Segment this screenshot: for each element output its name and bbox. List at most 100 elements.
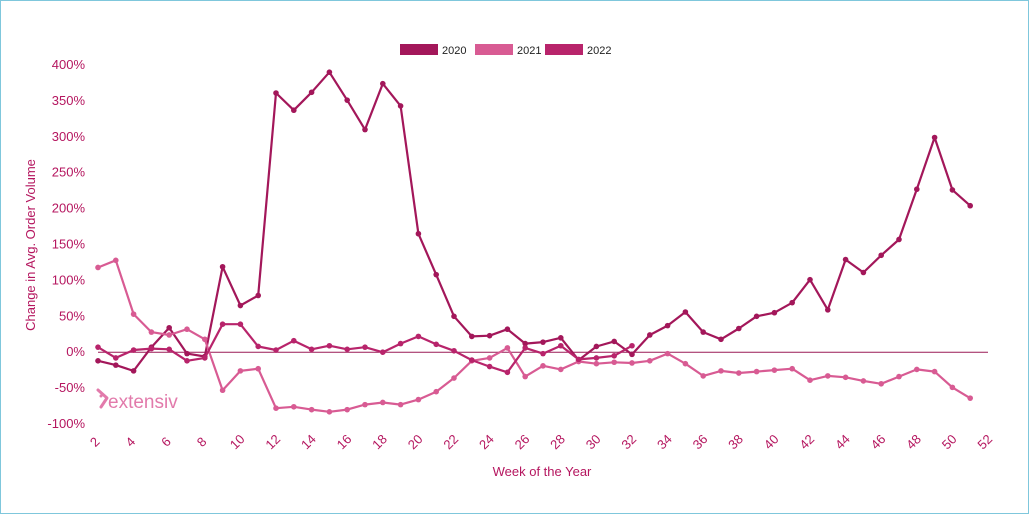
data-point-2020 — [344, 97, 351, 103]
x-tick-label: 26 — [512, 431, 533, 452]
x-axis: 2 4 6 8 10 12 14 16 18 20 22 24 26 28 30 32 34 36 38 40 42 44… — [87, 431, 995, 452]
data-point-2022 — [166, 346, 172, 353]
y-axis: 400% 350% 300% 250% 200% 150% 100% 50% 0% -50% -10… — [47, 57, 85, 431]
legend-item-2020[interactable]: 2020 — [400, 44, 466, 57]
data-point-2021 — [718, 368, 724, 374]
data-point-2021 — [629, 360, 635, 366]
data-point-2021 — [344, 406, 351, 413]
x-tick-label: 22 — [440, 431, 461, 452]
x-tick-label: 2 — [87, 434, 103, 450]
data-point-2020 — [718, 336, 724, 343]
data-point-2020 — [807, 276, 813, 283]
y-axis-title: Change in Avg. Order Volume — [23, 159, 38, 331]
data-point-2021 — [397, 401, 404, 408]
data-point-2022 — [219, 321, 226, 327]
data-point-2020 — [878, 252, 884, 259]
x-tick-label: 36 — [690, 431, 711, 452]
data-point-2022 — [469, 357, 475, 363]
data-point-2021 — [753, 368, 760, 375]
data-point-2021 — [486, 355, 493, 361]
series-2021 — [95, 257, 973, 415]
x-tick-label: 14 — [298, 431, 319, 452]
data-point-2020 — [647, 332, 653, 338]
data-point-2021 — [878, 380, 884, 387]
data-point-2021 — [967, 395, 973, 401]
data-point-2021 — [611, 359, 617, 366]
legend-item-2022[interactable]: 2022 — [545, 44, 611, 57]
data-point-2021 — [291, 403, 297, 410]
data-point-2021 — [700, 373, 706, 379]
data-point-2021 — [914, 366, 920, 373]
data-point-2021 — [825, 373, 831, 379]
data-point-2022 — [433, 341, 440, 348]
x-tick-label: 42 — [796, 431, 817, 452]
data-point-2021 — [308, 406, 315, 413]
data-point-2021 — [593, 360, 600, 367]
data-point-2020 — [291, 107, 297, 114]
data-point-2020 — [593, 343, 600, 350]
data-point-2021 — [682, 360, 689, 367]
data-point-2020 — [486, 332, 493, 339]
data-point-2022 — [237, 321, 244, 327]
y-tick-label: -100% — [47, 416, 85, 431]
data-point-2021 — [504, 345, 511, 351]
x-tick-label: 8 — [194, 434, 210, 450]
data-point-2021 — [789, 365, 795, 372]
legend: 2020 2021 2022 — [400, 44, 611, 57]
x-tick-label: 10 — [227, 431, 248, 452]
data-point-2022 — [575, 356, 582, 363]
data-point-2020 — [967, 202, 973, 209]
data-point-2020 — [540, 339, 546, 345]
data-point-2021 — [113, 257, 119, 264]
data-point-2022 — [629, 342, 635, 349]
y-tick-label: -50% — [55, 380, 86, 395]
data-point-2020 — [469, 333, 475, 340]
data-point-2021 — [558, 366, 564, 373]
series-line-2021 — [97, 259, 971, 413]
data-point-2022 — [326, 342, 333, 349]
series-line-2020 — [97, 71, 971, 372]
data-point-2020 — [558, 335, 564, 341]
data-point-2021 — [273, 405, 279, 412]
legend-item-2021[interactable]: 2021 — [475, 44, 541, 57]
data-point-2022 — [522, 345, 528, 351]
data-point-2021 — [451, 375, 457, 381]
data-point-2020 — [433, 271, 440, 278]
data-point-2020 — [397, 103, 404, 109]
y-tick-label: 400% — [52, 57, 86, 72]
extensiv-logo-icon — [96, 388, 109, 409]
data-point-2022 — [380, 349, 386, 356]
data-point-2021 — [807, 377, 813, 384]
series-group — [95, 69, 973, 415]
legend-label: 2021 — [517, 45, 541, 57]
data-point-2021 — [896, 373, 902, 380]
data-point-2020 — [700, 329, 706, 335]
data-point-2022 — [273, 347, 279, 353]
x-tick-label: 30 — [583, 431, 604, 452]
data-point-2022 — [255, 343, 261, 350]
data-point-2021 — [415, 396, 422, 403]
x-axis-title: Week of the Year — [493, 464, 592, 479]
data-point-2021 — [130, 311, 137, 317]
y-tick-label: 250% — [52, 165, 86, 180]
data-point-2020 — [949, 187, 956, 193]
data-point-2021 — [255, 365, 261, 372]
x-tick-label: 24 — [476, 431, 497, 452]
data-point-2022 — [593, 355, 600, 361]
data-point-2021 — [380, 399, 386, 406]
data-point-2022 — [202, 355, 208, 361]
data-point-2020 — [415, 230, 422, 237]
y-tick-label: 0% — [66, 344, 85, 359]
legend-swatch — [545, 44, 583, 55]
y-tick-label: 350% — [52, 93, 86, 108]
data-point-2021 — [433, 388, 440, 395]
data-point-2021 — [148, 329, 155, 335]
x-tick-label: 18 — [369, 431, 390, 452]
data-point-2022 — [540, 350, 546, 357]
legend-swatch — [475, 44, 513, 55]
y-tick-label: 300% — [52, 129, 86, 144]
data-point-2020 — [896, 236, 902, 243]
data-point-2020 — [451, 313, 457, 320]
x-tick-label: 12 — [262, 431, 283, 452]
data-point-2022 — [486, 363, 493, 370]
